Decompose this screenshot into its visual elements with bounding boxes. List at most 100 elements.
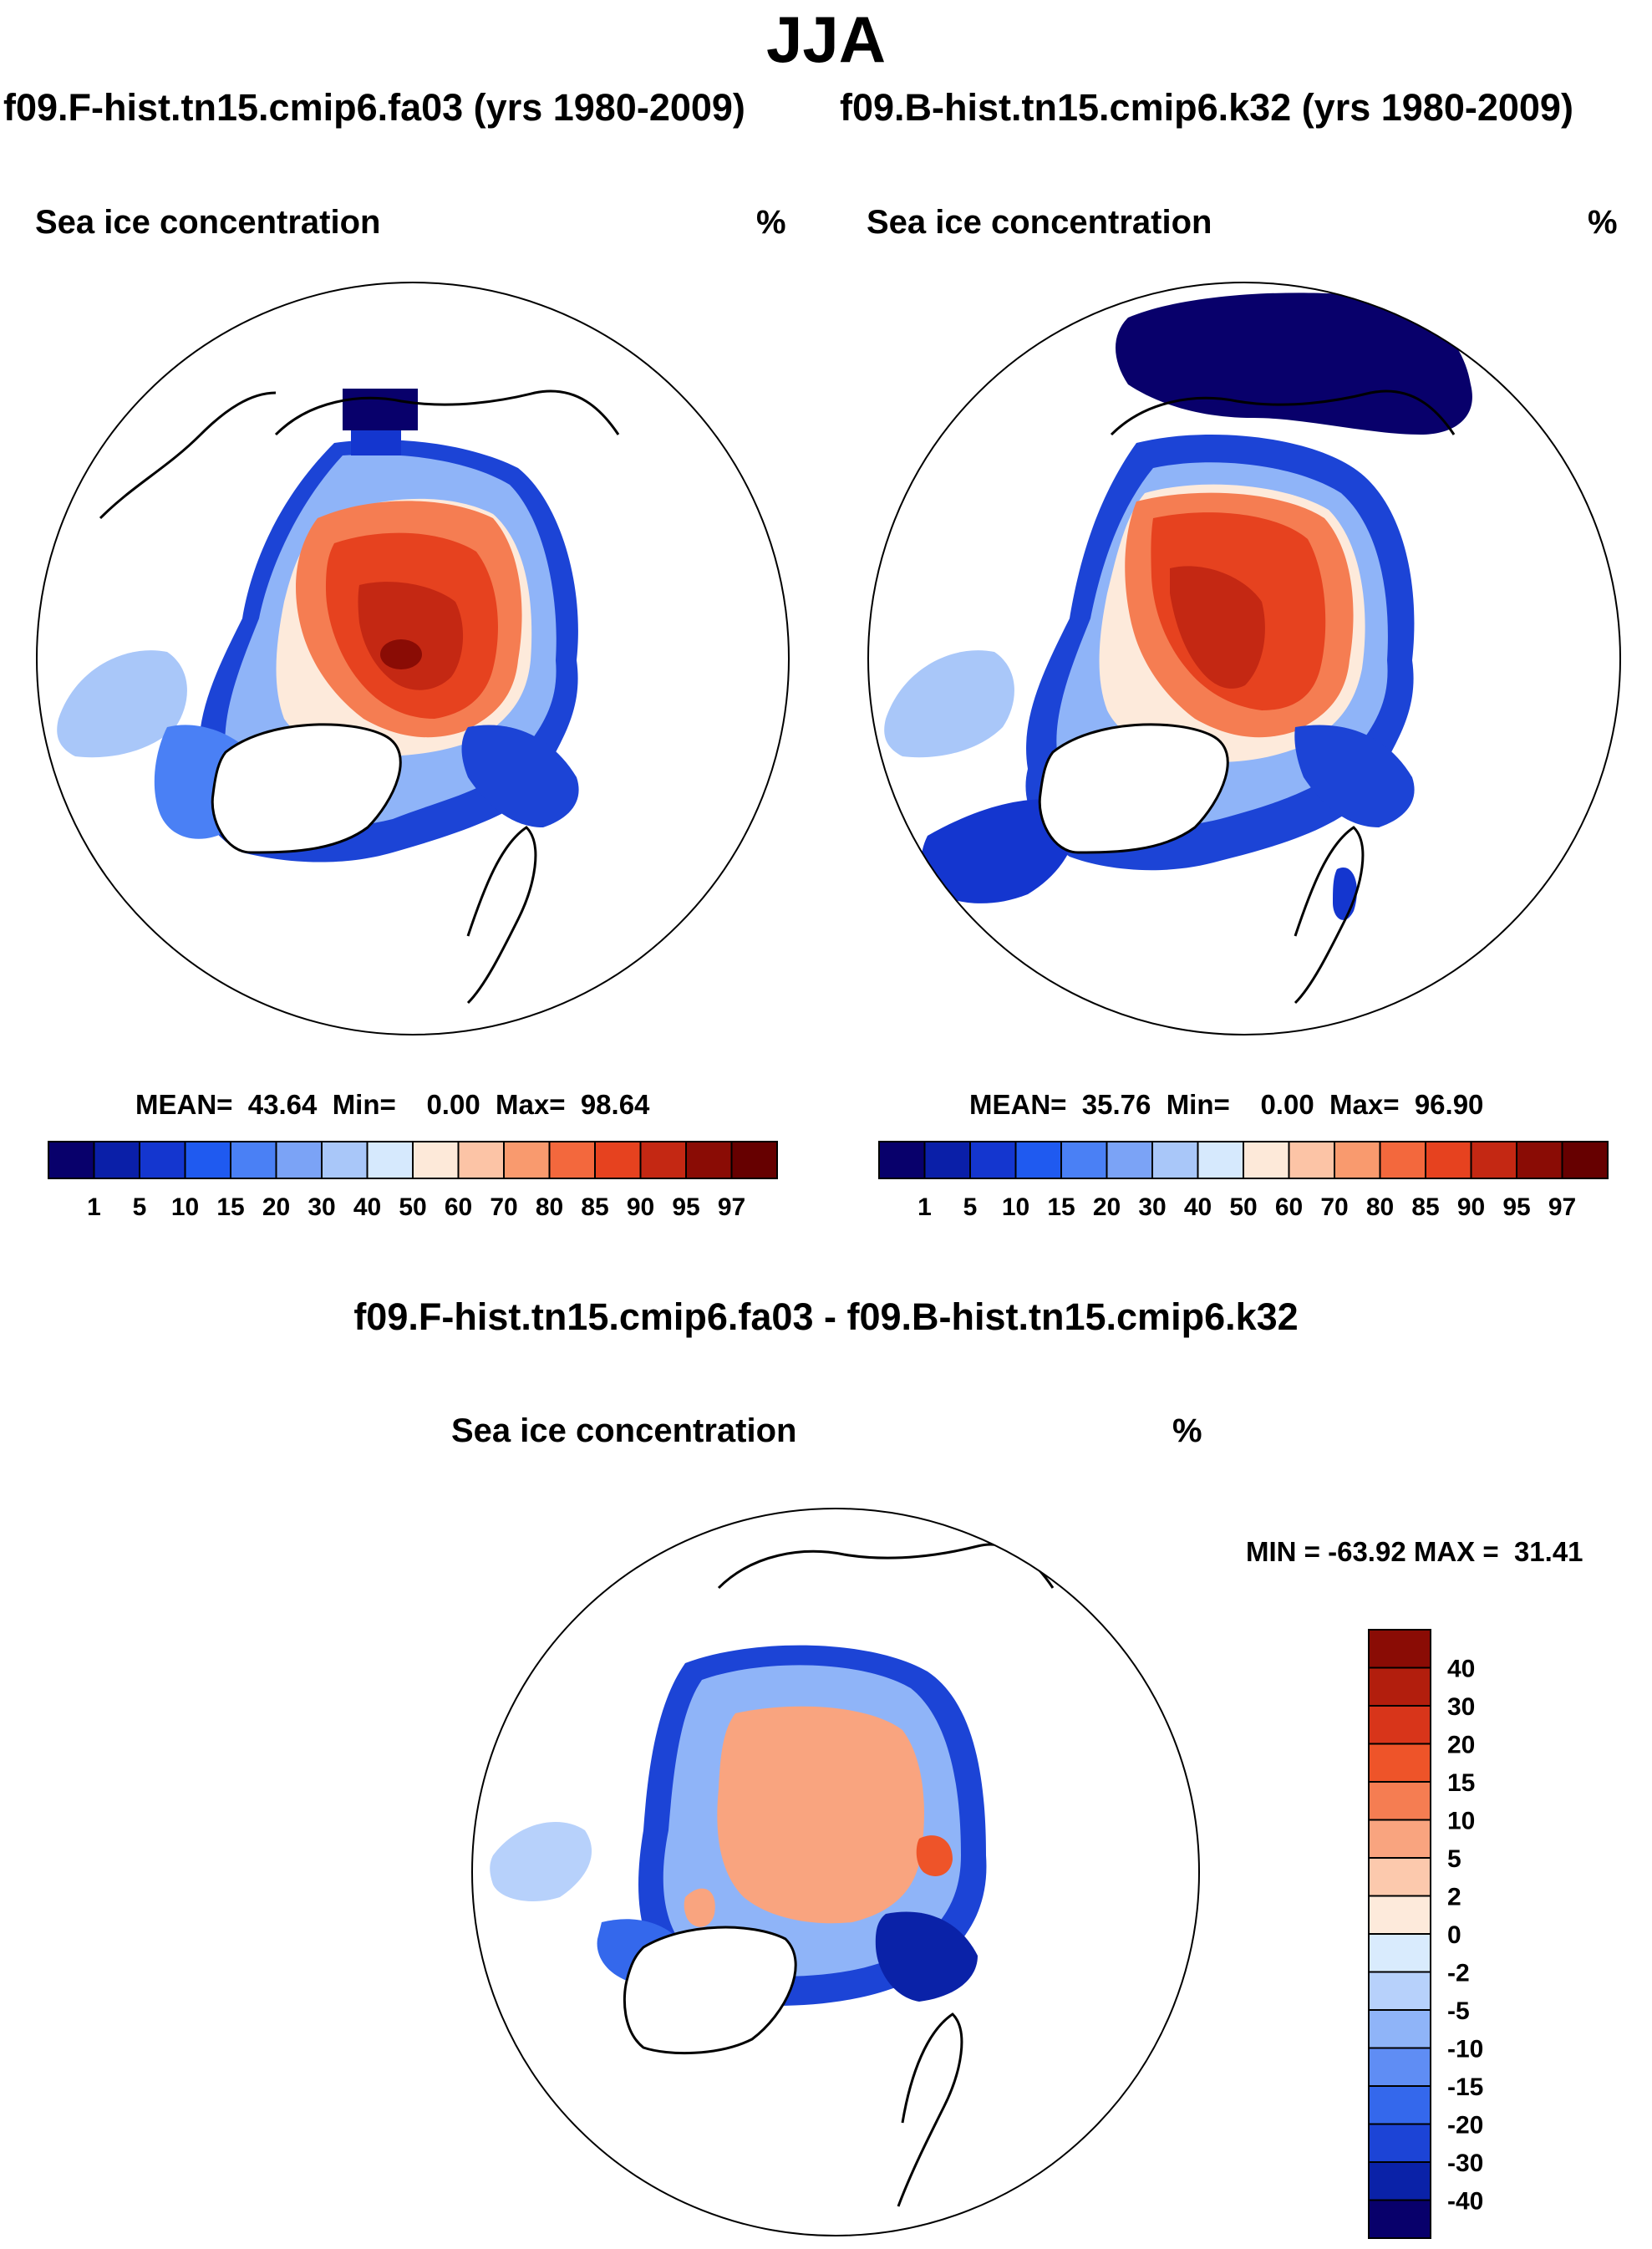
right-colorbar-swatch (1060, 1141, 1108, 1179)
right-colorbar: 1 5 10 15 20 30 40 50 60 70 80 85 90 95 97 (878, 1141, 1609, 1221)
right-stats-text: MEAN= 35.76 Min= 0.00 Max= 96.90 (969, 1089, 1484, 1120)
left-colorbar-tick-label: 15 (216, 1193, 244, 1221)
diff-colorbar-swatch (1368, 2009, 1431, 2049)
diff-colorbar-tick-label: 2 (1447, 1884, 1461, 1911)
right-colorbar-swatch (1379, 1141, 1426, 1179)
right-panel-title: f09.B-hist.tn15.cmip6.k32 (yrs 1980-2009… (840, 86, 1573, 129)
right-colorbar-swatch (1106, 1141, 1153, 1179)
right-colorbar-swatch (1425, 1141, 1472, 1179)
diff-colorbar-swatch (1368, 1971, 1431, 2011)
diff-colorbar-swatch (1368, 1666, 1431, 1707)
right-colorbar-tick-label: 85 (1411, 1193, 1439, 1221)
right-barents-ice (1294, 725, 1415, 827)
right-colorbar-tick-label: 5 (963, 1193, 978, 1221)
left-colorbar-swatch (139, 1141, 186, 1179)
right-colorbar-tick-label: 15 (1047, 1193, 1075, 1221)
diff-variable-label: Sea ice concentration (451, 1412, 797, 1449)
diff-positive-hotspot (916, 1835, 953, 1876)
right-variable-label: Sea ice concentration (867, 204, 1212, 241)
diff-colorbar-swatch (1368, 1933, 1431, 1973)
right-scandinavia (1294, 826, 1365, 1005)
right-colorbar-tick-label: 10 (1002, 1193, 1029, 1221)
right-colorbar-tick-label: 50 (1229, 1193, 1257, 1221)
diff-colorbar-tick-label: -20 (1447, 2112, 1483, 2140)
diff-colorbar-tick-label: -15 (1447, 2073, 1483, 2101)
left-colorbar-swatch (48, 1141, 95, 1179)
left-colorbar-swatch (457, 1141, 505, 1179)
right-colorbar-tick-label: 30 (1138, 1193, 1166, 1221)
diff-scandinavia (897, 2012, 963, 2207)
diff-minmax-text: MIN = -63.92 MAX = 31.41 (1246, 1536, 1583, 1567)
diff-unit-label: % (1172, 1412, 1202, 1449)
right-colorbar-tick-label: 40 (1184, 1193, 1212, 1221)
diff-barents-negative (875, 1911, 978, 2002)
diff-colorbar-tick-label: 15 (1447, 1769, 1475, 1797)
diff-colorbar-swatch (1368, 2085, 1431, 2125)
diff-greenland (623, 1926, 797, 2055)
right-colorbar-swatch (1014, 1141, 1062, 1179)
difference-title: f09.F-hist.tn15.cmip6.fa03 - f09.B-hist.… (353, 1295, 1299, 1338)
right-colorbar-swatch (1470, 1141, 1517, 1179)
left-greenland (211, 723, 402, 854)
left-colorbar-swatch (639, 1141, 687, 1179)
left-colorbar-swatch (503, 1141, 551, 1179)
right-hudson-bay-ice (884, 650, 1014, 758)
diff-colorbar-swatch (1368, 1895, 1431, 1935)
diff-colorbar-swatch (1368, 2047, 1431, 2087)
left-colorbar-tick-label: 90 (627, 1193, 654, 1221)
diff-colorbar-swatch (1368, 1819, 1431, 1859)
right-colorbar-swatch (1288, 1141, 1335, 1179)
left-colorbar-swatch (412, 1141, 460, 1179)
right-colorbar-swatch (1334, 1141, 1381, 1179)
left-colorbar-swatch (230, 1141, 277, 1179)
left-colorbar-swatch (548, 1141, 596, 1179)
right-colorbar-swatch (1151, 1141, 1199, 1179)
diff-colorbar-tick-label: 10 (1447, 1808, 1475, 1835)
right-colorbar-tick-label: 70 (1320, 1193, 1348, 1221)
left-bering-ice (343, 389, 418, 430)
diff-colorbar-tick-label: -10 (1447, 2036, 1483, 2063)
diff-colorbar-tick-label: 0 (1447, 1921, 1461, 1949)
right-unit-label: % (1588, 204, 1618, 241)
right-greenland (1038, 723, 1229, 854)
left-colorbar-tick-label: 70 (490, 1193, 517, 1221)
right-colorbar-tick-label: 1 (917, 1193, 932, 1221)
left-colorbar-tick-label: 20 (262, 1193, 290, 1221)
right-max-ice (1170, 566, 1265, 689)
left-colorbar-swatch (184, 1141, 231, 1179)
right-colorbar-tick-label: 97 (1548, 1193, 1576, 1221)
left-polar-map (36, 282, 790, 1035)
right-colorbar-swatch (923, 1141, 971, 1179)
right-siberia-coast (1110, 389, 1456, 436)
diff-hudson-bay (490, 1822, 592, 1901)
left-pole-max (380, 639, 422, 669)
diff-baffin-positive (684, 1888, 715, 1927)
diff-colorbar-tick-label: -30 (1447, 2150, 1483, 2177)
season-title: JJA (765, 3, 887, 76)
left-colorbar: 1 5 10 15 20 30 40 50 60 70 80 85 90 95 97 (48, 1141, 778, 1221)
left-colorbar-swatch (730, 1141, 778, 1179)
diff-colorbar-swatch (1368, 2199, 1431, 2239)
left-siberia-coast (274, 389, 620, 436)
right-colorbar-swatch (878, 1141, 926, 1179)
left-colorbar-tick-label: 30 (308, 1193, 335, 1221)
right-colorbar-tick-label: 80 (1366, 1193, 1394, 1221)
left-panel-title: f09.F-hist.tn15.cmip6.fa03 (yrs 1980-200… (3, 86, 745, 129)
left-variable-label: Sea ice concentration (35, 204, 381, 241)
diff-colorbar-swatch (1368, 1705, 1431, 1745)
right-colorbar-tick-label: 95 (1502, 1193, 1530, 1221)
left-colorbar-swatch (275, 1141, 323, 1179)
diff-colorbar-swatch (1368, 1781, 1431, 1821)
left-alaska-coast (99, 391, 277, 520)
left-colorbar-tick-label: 97 (718, 1193, 745, 1221)
left-stats-text: MEAN= 43.64 Min= 0.00 Max= 98.64 (135, 1089, 650, 1120)
left-colorbar-tick-label: 95 (672, 1193, 699, 1221)
diff-colorbar-tick-label: -5 (1447, 1997, 1470, 2025)
diff-colorbar-swatch (1368, 1857, 1431, 1897)
right-colorbar-tick-label: 20 (1093, 1193, 1121, 1221)
right-colorbar-swatch (1197, 1141, 1244, 1179)
diff-colorbar-tick-label: -40 (1447, 2188, 1483, 2216)
right-colorbar-tick-label: 60 (1275, 1193, 1303, 1221)
